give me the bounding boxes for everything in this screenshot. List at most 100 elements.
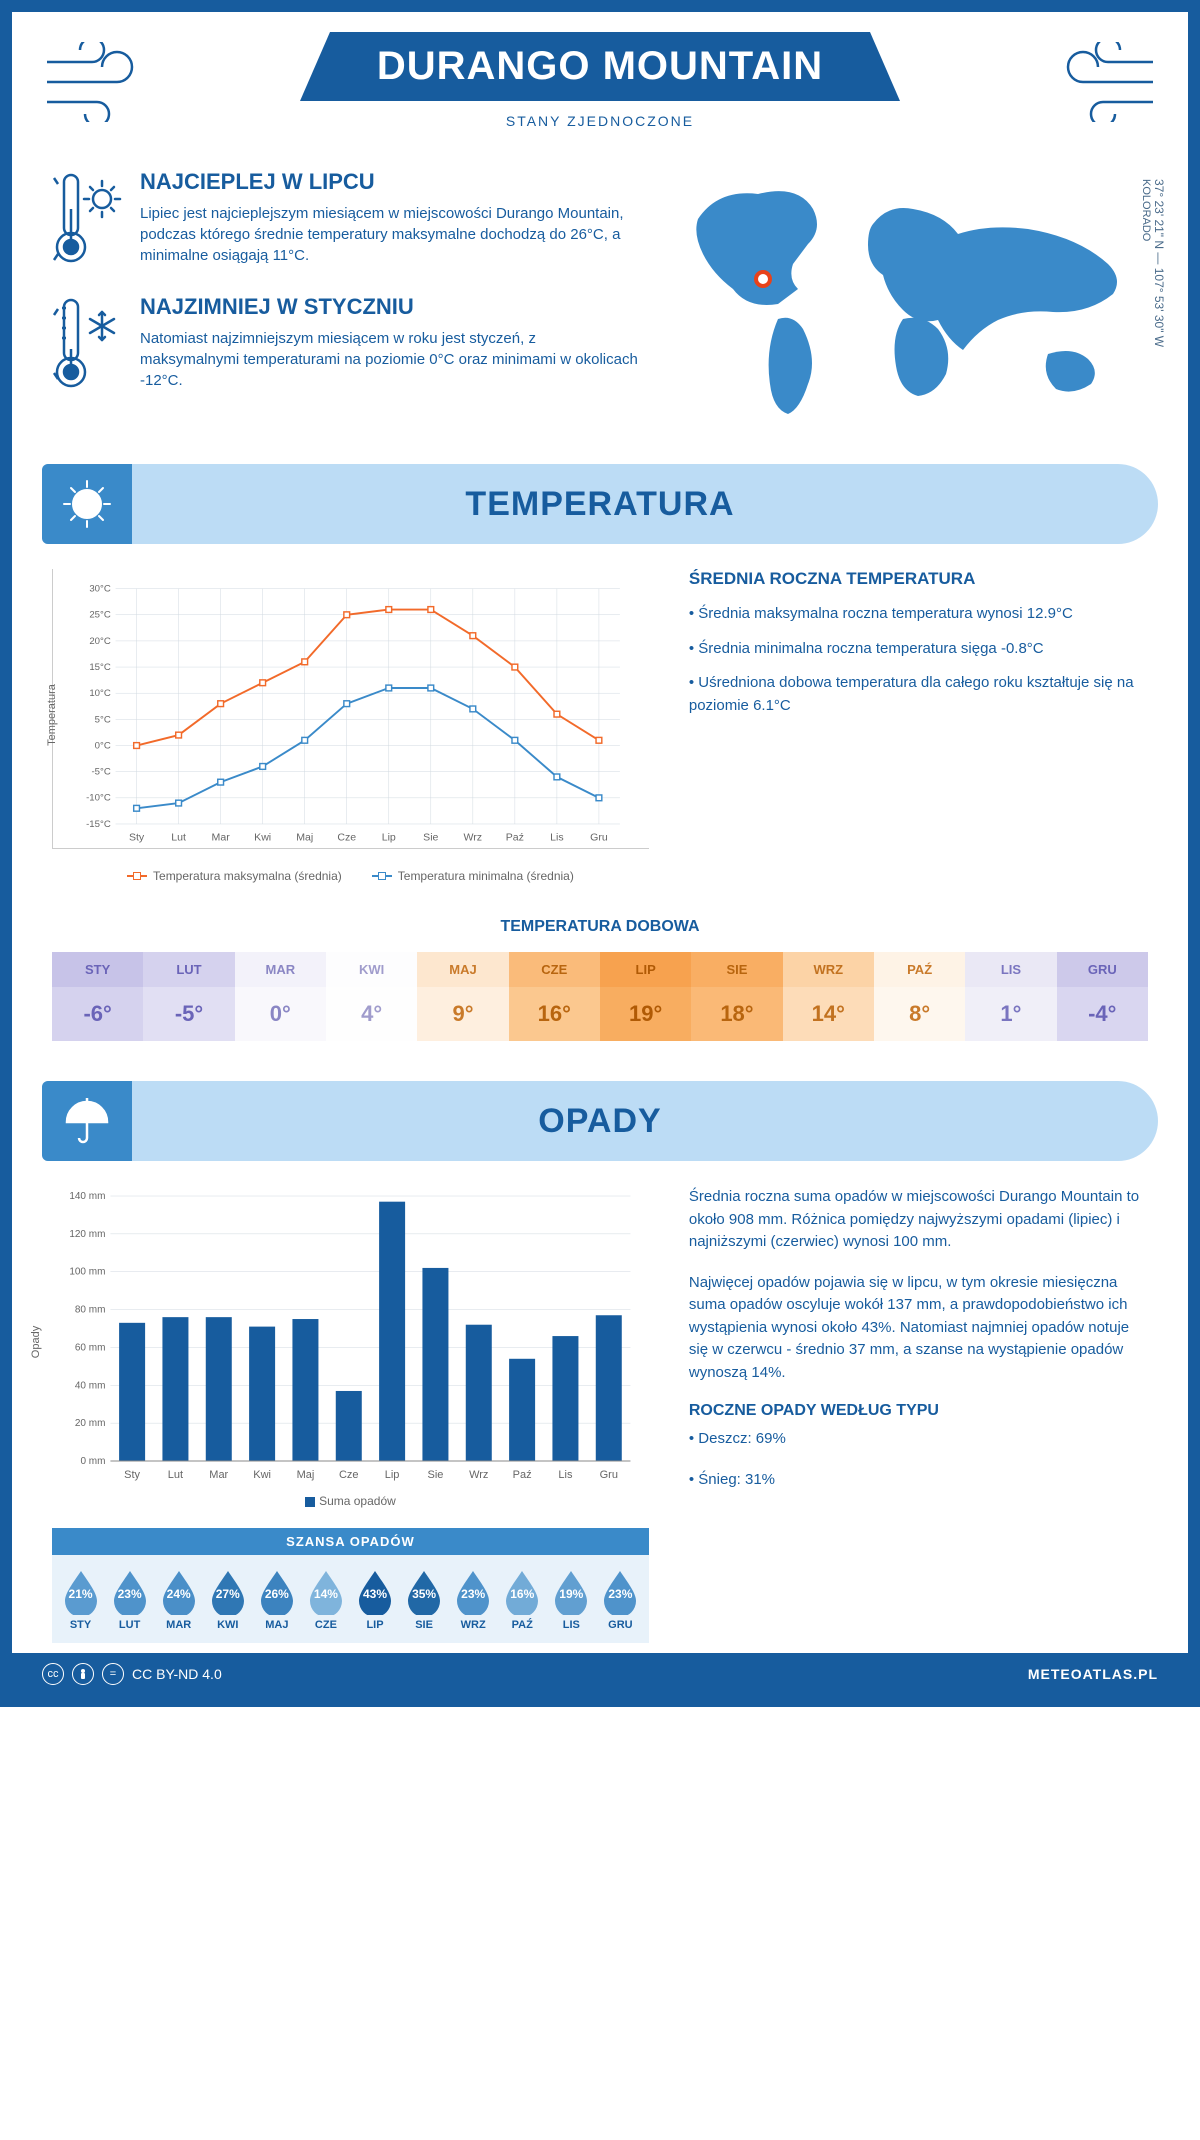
- svg-text:Paź: Paź: [513, 1469, 532, 1481]
- temp-cell: CZE16°: [509, 952, 600, 1041]
- temperature-body: Temperatura -15°C-10°C-5°C0°C5°C10°C15°C…: [12, 544, 1188, 908]
- precipitation-chance: SZANSA OPADÓW 21%STY23%LUT24%MAR27%KWI26…: [52, 1528, 649, 1643]
- temp-bullet: • Średnia maksymalna roczna temperatura …: [689, 603, 1148, 626]
- intro-facts: NAJCIEPLEJ W LIPCU Lipiec jest najcieple…: [52, 169, 638, 434]
- precipitation-title: OPADY: [132, 1102, 1158, 1141]
- warmest-text: NAJCIEPLEJ W LIPCU Lipiec jest najcieple…: [140, 169, 638, 269]
- svg-text:30°C: 30°C: [89, 583, 111, 594]
- temp-cell: STY-6°: [52, 952, 143, 1041]
- svg-text:80 mm: 80 mm: [75, 1305, 106, 1316]
- temp-cell: MAR0°: [235, 952, 326, 1041]
- thermometer-sun-icon: [52, 169, 122, 269]
- svg-text:15°C: 15°C: [89, 662, 111, 673]
- precipitation-chart-col: Opady 0 mm20 mm40 mm60 mm80 mm100 mm120 …: [52, 1186, 649, 1643]
- svg-text:Maj: Maj: [296, 831, 313, 843]
- precip-rain: • Deszcz: 69%: [689, 1428, 1148, 1451]
- precip-snow: • Śnieg: 31%: [689, 1469, 1148, 1492]
- svg-text:140 mm: 140 mm: [69, 1191, 105, 1202]
- temperature-info: ŚREDNIA ROCZNA TEMPERATURA • Średnia mak…: [689, 569, 1148, 883]
- chance-cell: 24%MAR: [154, 1567, 203, 1631]
- svg-text:Lis: Lis: [550, 831, 563, 843]
- svg-text:Gru: Gru: [590, 831, 608, 843]
- svg-text:Lut: Lut: [171, 831, 186, 843]
- svg-text:Lip: Lip: [382, 831, 396, 843]
- coords-label: 37° 23' 21" N — 107° 53' 30" W: [1152, 179, 1166, 347]
- svg-text:Wrz: Wrz: [469, 1469, 488, 1481]
- intro-section: NAJCIEPLEJ W LIPCU Lipiec jest najcieple…: [12, 139, 1188, 464]
- temp-cell: KWI4°: [326, 952, 417, 1041]
- chance-cell: 35%SIE: [400, 1567, 449, 1631]
- license-block: cc = CC BY-ND 4.0: [42, 1663, 222, 1685]
- precipitation-body: Opady 0 mm20 mm40 mm60 mm80 mm100 mm120 …: [12, 1161, 1188, 1653]
- legend-max: Temperatura maksymalna (średnia): [153, 869, 342, 883]
- title-block: DURANGO MOUNTAIN STANY ZJEDNOCZONE: [300, 32, 900, 129]
- svg-text:Lut: Lut: [168, 1469, 183, 1481]
- page: DURANGO MOUNTAIN STANY ZJEDNOCZONE NAJCI…: [0, 0, 1200, 1707]
- world-map-svg: [668, 169, 1148, 429]
- bar-legend: Suma opadów: [52, 1494, 649, 1508]
- precip-type-title: ROCZNE OPADY WEDŁUG TYPU: [689, 1402, 1148, 1420]
- warmest-fact: NAJCIEPLEJ W LIPCU Lipiec jest najcieple…: [52, 169, 638, 269]
- svg-text:Sty: Sty: [129, 831, 145, 843]
- header: DURANGO MOUNTAIN STANY ZJEDNOCZONE: [12, 12, 1188, 139]
- avg-temp-title: ŚREDNIA ROCZNA TEMPERATURA: [689, 569, 1148, 589]
- page-title: DURANGO MOUNTAIN: [330, 44, 870, 89]
- temp-y-axis-label: Temperatura: [46, 684, 58, 746]
- svg-text:100 mm: 100 mm: [69, 1267, 105, 1278]
- temp-cell: LIS1°: [965, 952, 1056, 1041]
- svg-text:Maj: Maj: [297, 1469, 315, 1481]
- svg-text:0°C: 0°C: [95, 740, 111, 751]
- world-map: KOLORADO 37° 23' 21" N — 107° 53' 30" W: [668, 169, 1148, 434]
- precip-y-axis-label: Opady: [30, 1326, 42, 1358]
- footer: cc = CC BY-ND 4.0 METEOATLAS.PL: [12, 1653, 1188, 1695]
- chance-cell: 14%CZE: [301, 1567, 350, 1631]
- chance-cell: 19%LIS: [547, 1567, 596, 1631]
- chance-cell: 43%LIP: [350, 1567, 399, 1631]
- svg-text:Cze: Cze: [337, 831, 356, 843]
- nd-icon: =: [102, 1663, 124, 1685]
- temperature-chart: Temperatura -15°C-10°C-5°C0°C5°C10°C15°C…: [52, 569, 649, 883]
- license-text: CC BY-ND 4.0: [132, 1666, 222, 1682]
- svg-text:Kwi: Kwi: [253, 1469, 271, 1481]
- warmest-desc: Lipiec jest najcieplejszym miesiącem w m…: [140, 203, 638, 266]
- chance-title: SZANSA OPADÓW: [52, 1528, 649, 1555]
- by-icon: [72, 1663, 94, 1685]
- temperature-title: TEMPERATURA: [132, 485, 1158, 524]
- svg-text:Sie: Sie: [423, 831, 438, 843]
- coldest-desc: Natomiast najzimniejszym miesiącem w rok…: [140, 328, 638, 391]
- daily-temp-grid: STY-6°LUT-5°MAR0°KWI4°MAJ9°CZE16°LIP19°S…: [52, 952, 1148, 1041]
- svg-text:Paź: Paź: [506, 831, 524, 843]
- temp-cell: GRU-4°: [1057, 952, 1148, 1041]
- chance-cell: 23%WRZ: [449, 1567, 498, 1631]
- svg-text:20°C: 20°C: [89, 636, 111, 647]
- bar-chart-svg: 0 mm20 mm40 mm60 mm80 mm100 mm120 mm140 …: [52, 1186, 649, 1486]
- svg-text:-10°C: -10°C: [86, 793, 111, 804]
- site-name: METEOATLAS.PL: [1028, 1666, 1158, 1682]
- chance-cell: 27%KWI: [203, 1567, 252, 1631]
- svg-text:10°C: 10°C: [89, 688, 111, 699]
- svg-text:20 mm: 20 mm: [75, 1418, 106, 1429]
- svg-text:5°C: 5°C: [95, 714, 111, 725]
- umbrella-icon: [42, 1081, 132, 1161]
- chance-grid: 21%STY23%LUT24%MAR27%KWI26%MAJ14%CZE43%L…: [52, 1555, 649, 1643]
- svg-text:40 mm: 40 mm: [75, 1380, 106, 1391]
- temp-cell: PAŹ8°: [874, 952, 965, 1041]
- country-subtitle: STANY ZJEDNOCZONE: [300, 113, 900, 129]
- svg-text:0 mm: 0 mm: [80, 1456, 105, 1467]
- svg-text:Sie: Sie: [427, 1469, 443, 1481]
- daily-temperature: TEMPERATURA DOBOWA STY-6°LUT-5°MAR0°KWI4…: [12, 908, 1188, 1081]
- svg-text:Mar: Mar: [209, 1469, 228, 1481]
- temperature-header: TEMPERATURA: [42, 464, 1158, 544]
- precipitation-type: ROCZNE OPADY WEDŁUG TYPU • Deszcz: 69% •…: [689, 1402, 1148, 1491]
- coldest-text: NAJZIMNIEJ W STYCZNIU Natomiast najzimni…: [140, 294, 638, 394]
- svg-text:Kwi: Kwi: [254, 831, 271, 843]
- temp-cell: MAJ9°: [417, 952, 508, 1041]
- precipitation-info: Średnia roczna suma opadów w miejscowośc…: [689, 1186, 1148, 1643]
- wind-icon-left: [42, 42, 162, 122]
- svg-text:-5°C: -5°C: [91, 767, 110, 778]
- sun-icon: [42, 464, 132, 544]
- line-chart-svg: -15°C-10°C-5°C0°C5°C10°C15°C20°C25°C30°C…: [53, 579, 649, 848]
- svg-text:Wrz: Wrz: [464, 831, 483, 843]
- svg-text:Sty: Sty: [124, 1469, 140, 1481]
- svg-text:25°C: 25°C: [89, 610, 111, 621]
